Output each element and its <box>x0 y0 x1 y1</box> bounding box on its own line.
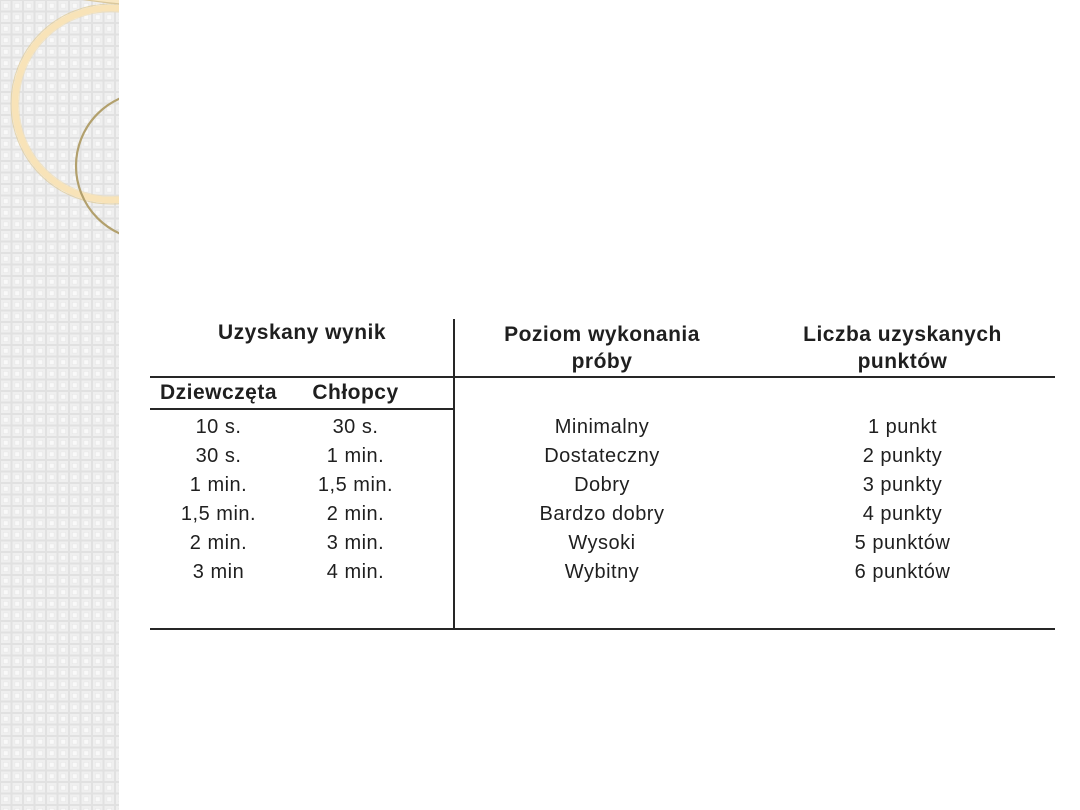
cell-girls: 30 s. <box>195 445 242 467</box>
header-poziom-line1: Poziom wykonania <box>504 323 700 346</box>
cell-boys: 30 s. <box>332 416 379 438</box>
decorative-stripe <box>0 0 119 810</box>
cell-girls: 10 s. <box>195 416 242 438</box>
tan-circle <box>74 97 119 235</box>
cell-level: Bardzo dobry <box>539 503 665 525</box>
cell-points: 2 punkty <box>862 445 943 467</box>
table-header-row: Uzyskany wynik Poziom wykonania próby Li… <box>150 308 1055 378</box>
header-uzyskany-wynik: Uzyskany wynik <box>217 321 387 344</box>
cream-circle-edge <box>10 3 119 205</box>
cell-girls: 3 min <box>192 561 245 583</box>
table-subheader-row: Dziewczęta Chłopcy <box>150 378 454 410</box>
cell-boys: 1 min. <box>326 445 385 467</box>
cell-points: 1 punkt <box>867 416 938 438</box>
cell-boys: 4 min. <box>326 561 385 583</box>
cream-circle-inner-edge <box>18 11 119 197</box>
subheader-chlopcy: Chłopcy <box>312 381 399 404</box>
cell-level: Wysoki <box>568 532 636 554</box>
cell-level: Wybitny <box>564 561 640 583</box>
cream-circle <box>11 4 119 204</box>
cell-level: Minimalny <box>554 416 650 438</box>
cell-boys: 1,5 min. <box>317 474 394 496</box>
header-liczba-line2: punktów <box>857 350 948 374</box>
cell-level: Dostateczny <box>544 445 660 467</box>
decorative-circles <box>10 0 119 235</box>
cell-boys: 2 min. <box>326 503 385 525</box>
cell-points: 4 punkty <box>862 503 943 525</box>
cell-points: 6 punktów <box>854 561 951 583</box>
header-liczba-punktow: Liczba uzyskanych punktów <box>750 308 1055 376</box>
table-body: 10 s. 30 s. Minimalny 1 punkt 30 s. 1 mi… <box>150 413 1055 587</box>
cell-boys: 3 min. <box>326 532 385 554</box>
subheader-dziewczeta: Dziewczęta <box>159 381 278 404</box>
cell-points: 5 punktów <box>854 532 951 554</box>
cell-girls: 1,5 min. <box>180 503 257 525</box>
cell-girls: 1 min. <box>189 474 248 496</box>
results-table: Uzyskany wynik Poziom wykonania próby Li… <box>150 308 1055 630</box>
table-vertical-divider <box>453 319 455 628</box>
cell-level: Dobry <box>574 474 630 496</box>
header-poziom-line2: próby <box>571 350 633 374</box>
header-poziom-wykonania: Poziom wykonania próby <box>454 308 750 376</box>
cell-girls: 2 min. <box>189 532 248 554</box>
header-liczba-line1: Liczba uzyskanych <box>803 323 1002 346</box>
cell-points: 3 punkty <box>862 474 943 496</box>
